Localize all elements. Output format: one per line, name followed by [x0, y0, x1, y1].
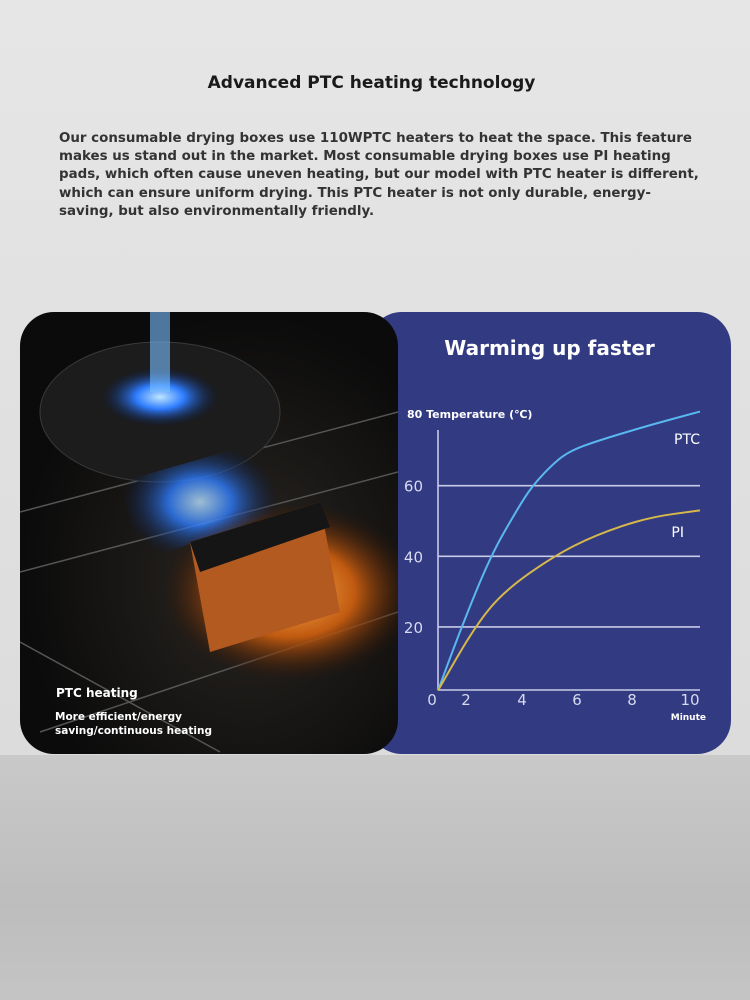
photo-label: PTC heating [56, 686, 138, 700]
y-axis-label: 80 Temperature (℃) [407, 408, 532, 421]
x-axis-label: Minute [671, 713, 706, 723]
series-line-ptc [437, 410, 701, 691]
series-line-pi [437, 509, 701, 691]
x-tick-label: 8 [627, 691, 637, 709]
x-tick-label: 4 [517, 691, 527, 709]
x-tick-label: 0 [427, 691, 437, 709]
y-tick-label: 20 [404, 619, 423, 637]
chart-panel [368, 312, 731, 754]
x-tick-label: 2 [461, 691, 471, 709]
y-tick-label: 40 [404, 548, 423, 566]
background-floor [0, 755, 750, 1000]
series-label-ptc: PTC [674, 432, 700, 448]
ptc-heater-photo: PTC heating More efficient/energy saving… [20, 312, 398, 754]
heater-illustration [20, 312, 398, 753]
page-title: Advanced PTC heating technology [207, 73, 536, 93]
chart-title: Warming up faster [444, 336, 655, 360]
x-tick-label: 10 [680, 691, 699, 709]
photo-caption-line1: More efficient/energy [55, 711, 182, 723]
y-tick-label: 60 [404, 478, 423, 496]
description: Our consumable drying boxes use 110WPTC … [59, 131, 699, 219]
photo-caption-line2: saving/continuous heating [55, 725, 212, 737]
x-tick-label: 6 [572, 691, 582, 709]
series-label-pi: PI [671, 525, 684, 541]
